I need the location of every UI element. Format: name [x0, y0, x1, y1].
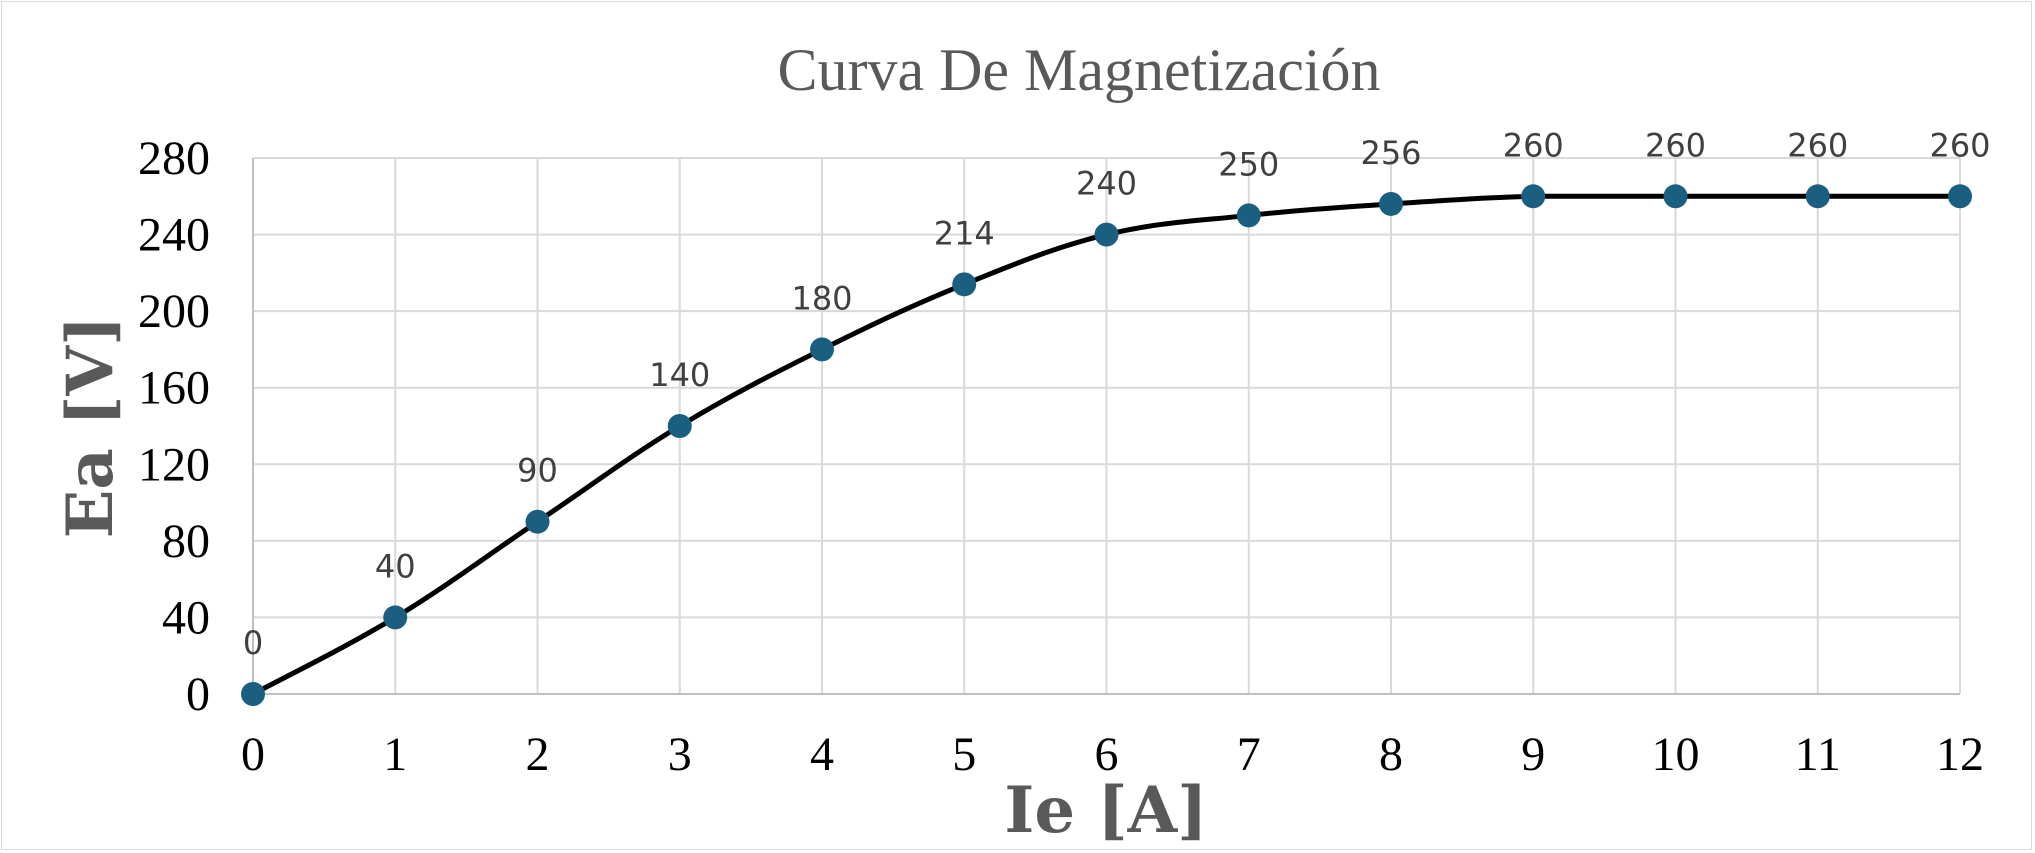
y-tick-label: 120	[138, 438, 210, 491]
y-tick-label: 240	[138, 209, 210, 262]
data-label-3: 140	[649, 356, 710, 394]
x-tick-label: 3	[668, 728, 692, 781]
x-tick-label: 4	[810, 728, 834, 781]
x-tick-label: 5	[952, 728, 976, 781]
data-label-6: 240	[1076, 165, 1137, 203]
x-tick-label: 1	[383, 728, 407, 781]
x-tick-label: 0	[241, 728, 265, 781]
x-tick-label: 8	[1379, 728, 1403, 781]
y-tick-label: 200	[138, 285, 210, 338]
y-tick-label: 0	[186, 668, 210, 721]
x-tick-label: 12	[1936, 728, 1984, 781]
data-point-0	[241, 682, 265, 706]
data-point-12	[1948, 184, 1972, 208]
x-axis-title: Ie [A]	[1004, 773, 1207, 848]
data-label-5: 214	[934, 214, 995, 252]
data-point-2	[526, 510, 550, 534]
x-tick-label: 10	[1652, 728, 1700, 781]
data-point-5	[952, 272, 976, 296]
y-tick-label: 280	[138, 132, 210, 185]
data-label-10: 260	[1645, 126, 1706, 164]
y-tick-label: 40	[162, 591, 210, 644]
data-label-2: 90	[517, 452, 558, 490]
data-label-11: 260	[1787, 126, 1848, 164]
y-axis-title: Ea [V]	[53, 316, 128, 539]
data-point-8	[1379, 192, 1403, 216]
data-label-8: 256	[1360, 134, 1421, 172]
data-point-9	[1521, 184, 1545, 208]
y-tick-label: 80	[162, 515, 210, 568]
data-point-3	[668, 414, 692, 438]
y-axis-tick-labels: 0 40 80 120 160 200 240 280	[138, 132, 210, 721]
y-tick-label: 160	[138, 362, 210, 415]
data-point-1	[383, 605, 407, 629]
data-point-4	[810, 337, 834, 361]
data-label-1: 40	[375, 547, 416, 585]
data-label-9: 260	[1503, 126, 1564, 164]
data-label-7: 250	[1218, 145, 1279, 183]
data-point-6	[1095, 223, 1119, 247]
data-label-4: 180	[791, 279, 852, 317]
chart-title: Curva De Magnetización	[777, 37, 1380, 103]
x-tick-label: 11	[1795, 728, 1841, 781]
x-tick-label: 7	[1237, 728, 1261, 781]
x-tick-label: 2	[526, 728, 550, 781]
x-tick-label: 9	[1521, 728, 1545, 781]
data-point-10	[1664, 184, 1688, 208]
data-label-12: 260	[1929, 126, 1990, 164]
series-ea-data-labels: 0 40 90 140 180 214 240 250 256 260 260 260 260	[243, 126, 1991, 662]
data-label-0: 0	[243, 624, 263, 662]
data-point-11	[1806, 184, 1830, 208]
data-point-7	[1237, 203, 1261, 227]
